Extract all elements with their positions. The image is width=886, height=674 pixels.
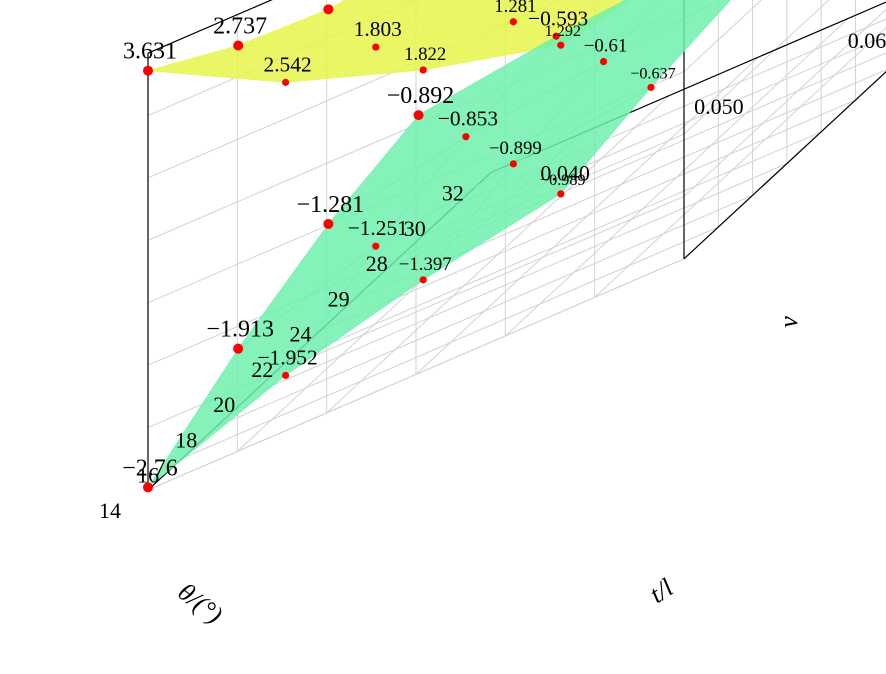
data-label: −0.61 <box>584 36 627 57</box>
upper-surface-patch <box>423 0 632 71</box>
data-point <box>419 66 427 74</box>
data-point <box>599 57 608 66</box>
floor-gridline <box>415 56 760 375</box>
upper-surface-patch <box>328 0 422 10</box>
data-label: −1.913 <box>206 317 274 343</box>
floor-gridline <box>594 26 886 298</box>
x-tick-label: 29 <box>328 286 350 311</box>
x-tick-label: 30 <box>404 216 426 241</box>
data-point <box>419 276 427 284</box>
lower-surface-patch <box>603 0 721 62</box>
data-point <box>143 482 153 493</box>
data-label: −1.397 <box>399 254 452 275</box>
x-tick-label: 32 <box>442 181 464 206</box>
y-tick-label: 0.040 <box>540 160 590 185</box>
x-axis-label: θ/(°) <box>173 577 228 629</box>
data-label: 1.292 <box>545 22 581 40</box>
data-point <box>323 218 334 229</box>
y-tick-label: 0.060 <box>848 28 886 53</box>
data-point <box>413 110 424 121</box>
z-axis-label: v <box>774 316 803 328</box>
side-wall-gridline <box>147 258 685 491</box>
data-point <box>282 78 290 86</box>
back-wall-gridline <box>683 0 830 135</box>
data-label: 2.011 <box>304 0 357 3</box>
tick-label-layer: 141618202224292830320.0400.0500.0600.070… <box>99 28 886 523</box>
data-point <box>509 18 517 26</box>
data-point <box>143 65 153 76</box>
data-point <box>372 242 380 250</box>
x-tick-label: 20 <box>213 392 235 417</box>
back-wall-gridline <box>683 0 763 72</box>
frame-edge <box>147 0 273 54</box>
x-tick-label: 28 <box>366 251 388 276</box>
data-point <box>372 43 380 51</box>
data-label: −1.281 <box>297 192 365 218</box>
surface-layer <box>147 0 732 488</box>
data-label: 1.803 <box>354 17 402 41</box>
x-tick-label: 16 <box>137 463 159 488</box>
data-point <box>509 160 517 168</box>
point-layer <box>143 4 655 493</box>
data-label: −0.892 <box>387 83 455 109</box>
data-point <box>462 133 470 141</box>
x-tick-label: 14 <box>99 498 121 523</box>
data-point <box>557 41 565 49</box>
data-point <box>233 40 244 51</box>
data-point <box>323 4 334 15</box>
data-label-layer: 3.6312.7372.0111.5232.5421.8031.31911.82… <box>122 0 676 481</box>
x-tick-label: 24 <box>290 322 312 347</box>
floor-gridline <box>326 95 670 414</box>
frame-edge <box>683 70 886 260</box>
y-tick-label: 0.050 <box>694 94 744 119</box>
floor-gridline <box>504 18 849 337</box>
data-label: 1.822 <box>404 44 446 65</box>
data-label: 2.737 <box>213 13 267 39</box>
data-label: −2.76 <box>122 455 178 481</box>
upper-surface-patch <box>513 0 601 23</box>
data-point <box>557 190 565 198</box>
y-axis-label: t/l <box>644 573 678 609</box>
x-tick-label: 22 <box>251 357 273 382</box>
data-label: −0.593 <box>528 6 588 30</box>
back-wall-gridline <box>683 8 886 197</box>
x-tick-label: 18 <box>175 427 197 452</box>
data-point <box>233 343 244 354</box>
data-label: −0.989 <box>540 171 586 189</box>
upper-surface-patch <box>238 0 459 48</box>
lower-surface-patch <box>465 0 661 137</box>
data-label: −1.952 <box>257 345 317 369</box>
data-label: 1.281 <box>494 0 536 17</box>
data-label: −0.853 <box>438 107 498 131</box>
lower-surface-patch <box>513 0 732 165</box>
data-point <box>282 371 290 379</box>
data-label: −1.251 <box>348 216 408 240</box>
data-label: 2.542 <box>264 52 312 76</box>
data-label: −0.637 <box>630 64 676 82</box>
data-label: −0.899 <box>489 138 542 159</box>
data-point <box>647 83 655 92</box>
data-label: 3.631 <box>123 39 177 65</box>
data-point <box>552 32 560 40</box>
upper-surface-patch <box>375 0 546 48</box>
